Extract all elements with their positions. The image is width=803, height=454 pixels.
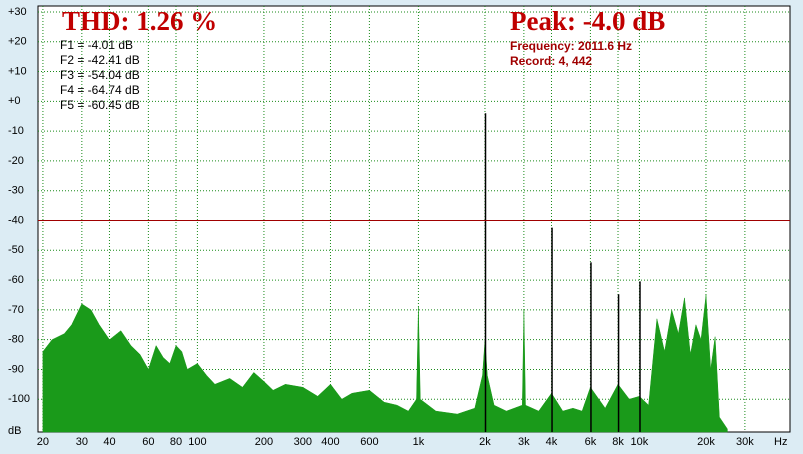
x-tick-label: 4k (546, 436, 558, 448)
x-tick-label: 200 (255, 436, 273, 448)
y-tick-label: -30 (8, 185, 24, 197)
spectrum-area (42, 294, 728, 433)
y-tick-label: +0 (8, 95, 21, 107)
x-tick-label: 6k (585, 436, 597, 448)
harmonic-label: F3 = -54.04 dB (60, 68, 140, 82)
x-tick-label: 1k (413, 436, 425, 448)
peak-label: Peak: -4.0 dB (510, 6, 665, 36)
x-tick-label: 30 (76, 436, 88, 448)
y-tick-label: -100 (8, 393, 30, 405)
x-tick-label: 80 (170, 436, 182, 448)
y-tick-label: -40 (8, 214, 24, 226)
y-tick-label: -20 (8, 155, 24, 167)
y-tick-label: +10 (8, 65, 27, 77)
x-tick-label: 3k (518, 436, 530, 448)
harmonic-label: F5 = -60.45 dB (60, 98, 140, 112)
x-axis-label: Hz (774, 436, 787, 448)
x-tick-label: 8k (612, 436, 624, 448)
frequency-label: Frequency: 2011.6 Hz (510, 39, 632, 53)
y-tick-label: +20 (8, 36, 27, 48)
x-tick-label: 100 (188, 436, 206, 448)
chart-title: THD: 1.26 % (62, 6, 217, 36)
harmonic-label: F4 = -64.74 dB (60, 83, 140, 97)
x-tick-label: 10k (631, 436, 649, 448)
y-tick-label: -60 (8, 274, 24, 286)
x-tick-label: 20k (697, 436, 715, 448)
harmonic-label: F2 = -42.41 dB (60, 53, 140, 67)
x-tick-label: 600 (360, 436, 378, 448)
y-tick-label: +30 (8, 6, 27, 18)
x-tick-label: 2k (479, 436, 491, 448)
marks (42, 113, 728, 433)
x-tick-label: 400 (321, 436, 339, 448)
y-tick-label: -10 (8, 125, 24, 137)
x-tick-label: 40 (103, 436, 115, 448)
y-tick-label: -70 (8, 304, 24, 316)
x-tick-label: 300 (294, 436, 312, 448)
x-tick-label: 30k (736, 436, 754, 448)
y-axis-label: dB (8, 425, 21, 437)
record-label: Record: 4, 442 (510, 54, 592, 68)
x-tick-label: 20 (37, 436, 49, 448)
y-tick-label: -80 (8, 334, 24, 346)
y-tick-label: -50 (8, 244, 24, 256)
y-tick-label: -90 (8, 363, 24, 375)
harmonic-label: F1 = -4.01 dB (60, 38, 133, 52)
x-tick-label: 60 (142, 436, 154, 448)
